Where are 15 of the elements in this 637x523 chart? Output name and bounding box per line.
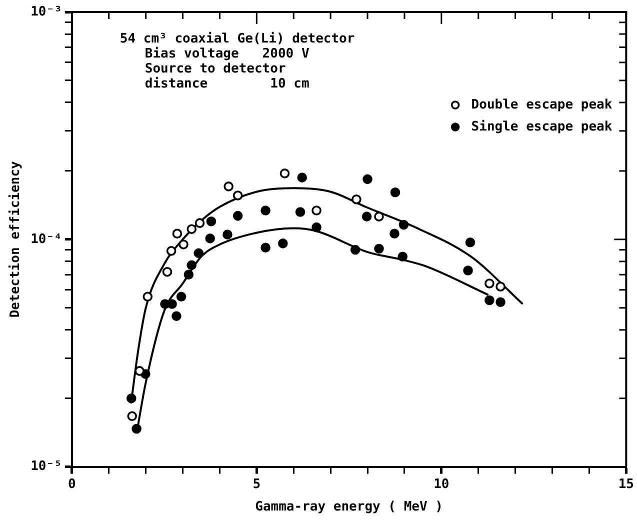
x-tick-label: 5	[252, 476, 261, 492]
annotation: 54 cm³ coaxial Ge(Li) detector	[120, 31, 355, 46]
y-tick-label: 10⁻³	[30, 4, 62, 20]
annotation: Bias voltage 2000 V	[144, 46, 310, 62]
y-tick-label: 10⁻⁵	[30, 459, 62, 474]
legend-label: Double escape peak	[471, 97, 612, 112]
x-tick-label: 10	[434, 476, 450, 492]
x-axis-title: Gamma-ray energy ( MeV )	[255, 500, 443, 515]
y-tick-label: 10⁻⁴	[30, 232, 62, 247]
legend-label: Single escape peak	[471, 119, 612, 134]
x-tick-label: 15	[618, 476, 634, 492]
x-tick-label: 0	[68, 476, 76, 492]
y-axis-title: Detection efficiency	[8, 160, 24, 318]
annotation: distance 10 cm	[144, 76, 310, 92]
annotation: Source to detector	[144, 61, 286, 76]
